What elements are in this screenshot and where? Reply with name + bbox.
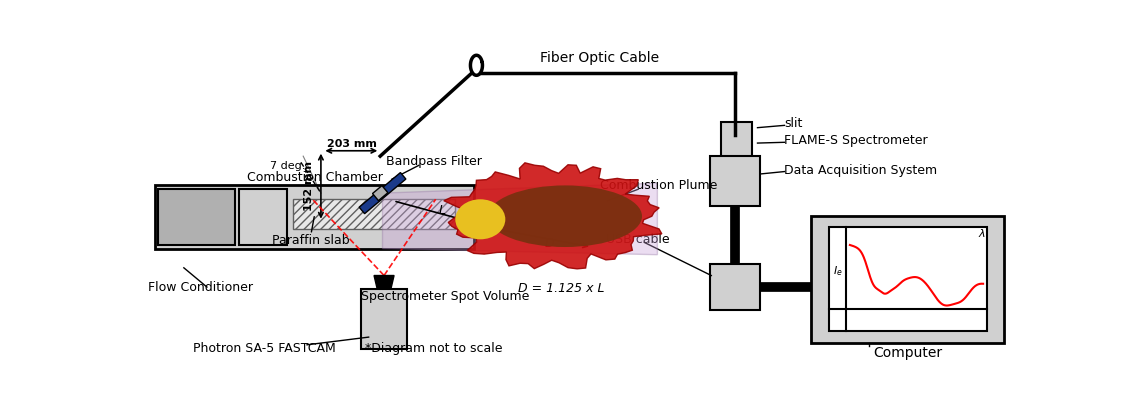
- Bar: [710, 264, 759, 310]
- Bar: [239, 189, 287, 245]
- Text: D = 1.125 x L: D = 1.125 x L: [518, 282, 604, 295]
- Polygon shape: [383, 183, 658, 255]
- Bar: [158, 189, 236, 245]
- Text: Paraffin slab: Paraffin slab: [272, 235, 350, 247]
- Text: Data Acquisition System: Data Acquisition System: [784, 164, 937, 177]
- Text: Combustion Chamber: Combustion Chamber: [247, 171, 383, 184]
- Text: Computer: Computer: [873, 345, 943, 359]
- Bar: [722, 122, 752, 164]
- Text: Photron SA-5 FASTCAM: Photron SA-5 FASTCAM: [194, 342, 336, 355]
- Text: 203 mm: 203 mm: [327, 139, 376, 149]
- Text: L: L: [438, 204, 446, 216]
- Text: Fiber Optic Cable: Fiber Optic Cable: [540, 51, 659, 64]
- Text: *Diagram not to scale: *Diagram not to scale: [365, 342, 503, 355]
- Polygon shape: [443, 163, 662, 269]
- Text: slit: slit: [784, 117, 803, 130]
- Text: D: D: [545, 237, 554, 250]
- Bar: [361, 289, 407, 349]
- Text: $I_e$: $I_e$: [833, 264, 842, 278]
- Text: Spectrometer Spot Volume: Spectrometer Spot Volume: [361, 290, 530, 303]
- Polygon shape: [374, 276, 394, 289]
- Ellipse shape: [488, 185, 642, 247]
- Polygon shape: [373, 186, 388, 201]
- Bar: [829, 227, 987, 331]
- Ellipse shape: [455, 199, 505, 239]
- Bar: [293, 199, 455, 229]
- Text: Combustion Plume: Combustion Plume: [600, 179, 717, 192]
- Text: Bandpass Filter: Bandpass Filter: [386, 155, 482, 168]
- Text: $\lambda$: $\lambda$: [978, 227, 986, 239]
- Text: Flow Conditioner: Flow Conditioner: [148, 280, 253, 293]
- Text: 7 deg.: 7 deg.: [270, 161, 306, 171]
- Polygon shape: [359, 172, 406, 214]
- Bar: [155, 185, 474, 249]
- Bar: [812, 216, 1004, 343]
- Text: USB cable: USB cable: [605, 233, 669, 246]
- Text: FLAME-S Spectrometer: FLAME-S Spectrometer: [784, 134, 928, 147]
- Text: 152 mm: 152 mm: [304, 161, 315, 211]
- Bar: [710, 156, 759, 206]
